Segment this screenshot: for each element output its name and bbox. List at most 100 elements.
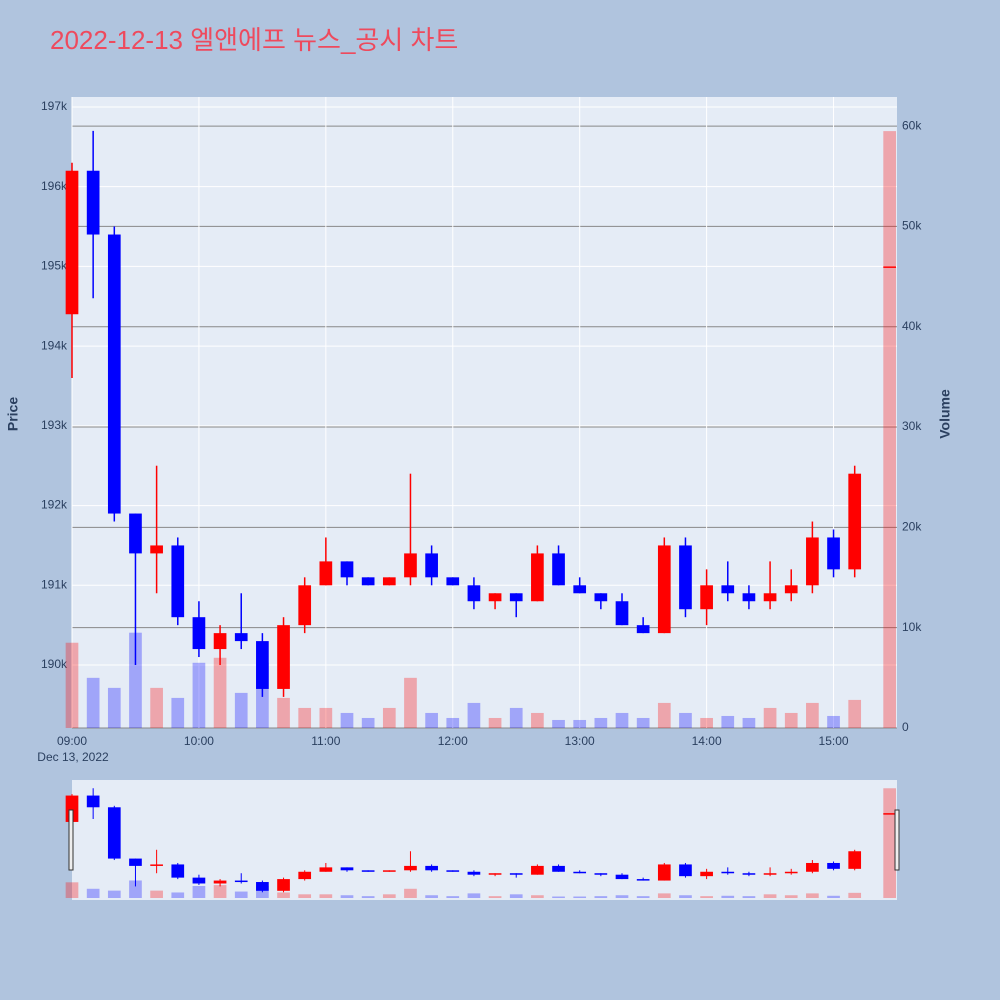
volume-bar <box>594 717 608 728</box>
volume-bar <box>573 719 587 728</box>
candle-body <box>594 873 608 875</box>
volume-bar <box>827 715 840 728</box>
volume-bar <box>615 712 629 728</box>
candle-body <box>446 577 460 586</box>
volume-bar <box>509 707 523 728</box>
volume-bar <box>806 893 819 898</box>
y2-axis-title: Volume <box>937 389 953 439</box>
date-label: Dec 13, 2022 <box>37 750 109 764</box>
volume-bar <box>277 892 290 898</box>
volume-bar <box>234 692 248 728</box>
candle-body <box>192 617 206 650</box>
candle-body <box>883 266 896 268</box>
candle-body <box>213 633 227 650</box>
y-axis-title: Price <box>5 397 21 431</box>
candle-body <box>129 513 142 554</box>
candle-body <box>742 593 756 602</box>
candle-body <box>298 871 312 880</box>
volume-bar <box>86 677 100 728</box>
candle-body <box>573 585 587 594</box>
candle-body <box>784 871 798 874</box>
candle-body <box>700 585 713 610</box>
y2-tick-label: 60k <box>902 118 922 132</box>
volume-bar <box>319 894 333 898</box>
candle-body <box>679 864 692 877</box>
volume-bar <box>129 632 142 728</box>
candle-body <box>213 880 227 884</box>
candle-body <box>552 865 565 872</box>
volume-bar <box>763 894 777 898</box>
volume-bar <box>531 712 544 728</box>
volume-bar <box>361 896 375 898</box>
candle-body <box>657 864 671 881</box>
candle-body <box>277 625 290 689</box>
volume-bar <box>763 707 777 728</box>
candle-body <box>763 873 777 875</box>
y-tick-label: 193k <box>41 418 68 432</box>
candle-body <box>721 585 735 594</box>
x-tick-label: 15:00 <box>819 734 849 748</box>
candle-body <box>129 858 142 866</box>
x-tick-label: 09:00 <box>57 734 87 748</box>
volume-bar <box>340 712 354 728</box>
candle-body <box>827 537 840 570</box>
candle-body <box>573 871 587 874</box>
volume-bar <box>340 895 354 898</box>
volume-bar <box>86 888 100 898</box>
slider-handle[interactable] <box>894 809 900 871</box>
candle-body <box>171 864 185 878</box>
candle-body <box>806 862 819 872</box>
y-tick-label: 197k <box>41 99 68 113</box>
candle-body <box>404 865 417 871</box>
volume-bar <box>742 717 756 728</box>
volume-bar <box>679 895 692 898</box>
candle-body <box>467 585 481 602</box>
volume-bar <box>594 896 608 898</box>
candle-body <box>848 473 862 570</box>
slider-handle[interactable] <box>68 809 74 871</box>
y-tick-label: 195k <box>41 259 68 273</box>
candle-body <box>86 170 100 235</box>
candle-body <box>234 633 248 642</box>
volume-bar <box>552 896 565 898</box>
candle-body <box>488 873 502 875</box>
x-tick-label: 13:00 <box>565 734 595 748</box>
candle-body <box>277 879 290 891</box>
chart-title: 2022-12-13 엘앤에프 뉴스_공시 차트 <box>50 25 458 55</box>
volume-bar <box>213 885 227 898</box>
candle-body <box>171 545 185 618</box>
candle-body <box>382 870 396 872</box>
candle-body <box>657 545 671 634</box>
candle-body <box>150 864 163 866</box>
volume-bar <box>657 702 671 728</box>
volume-bar <box>446 717 460 728</box>
volume-bar <box>213 657 227 728</box>
candle-body <box>298 585 312 626</box>
candle-body <box>636 879 650 881</box>
volume-bar <box>467 702 481 728</box>
volume-bar <box>150 687 163 728</box>
y-tick-label: 192k <box>41 498 68 512</box>
volume-bar <box>883 788 896 898</box>
volume-bar <box>883 131 896 729</box>
candle-body <box>404 553 417 578</box>
candle-body <box>467 871 481 875</box>
volume-bar <box>679 712 692 728</box>
range-slider[interactable] <box>72 780 897 900</box>
volume-bar <box>848 892 862 898</box>
volume-bar <box>171 892 185 898</box>
volume-bar <box>446 896 460 898</box>
x-tick-label: 11:00 <box>311 734 340 748</box>
candle-body <box>107 234 121 514</box>
volume-bar <box>700 896 713 898</box>
candle-body <box>509 593 523 602</box>
y2-tick-label: 50k <box>902 219 922 233</box>
candle-body <box>319 561 333 586</box>
candle-body <box>107 807 121 859</box>
candle-body <box>446 870 460 872</box>
volume-bar <box>319 707 333 728</box>
volume-bar <box>107 687 121 728</box>
candle-body <box>256 641 269 689</box>
x-tick-label: 12:00 <box>438 734 468 748</box>
